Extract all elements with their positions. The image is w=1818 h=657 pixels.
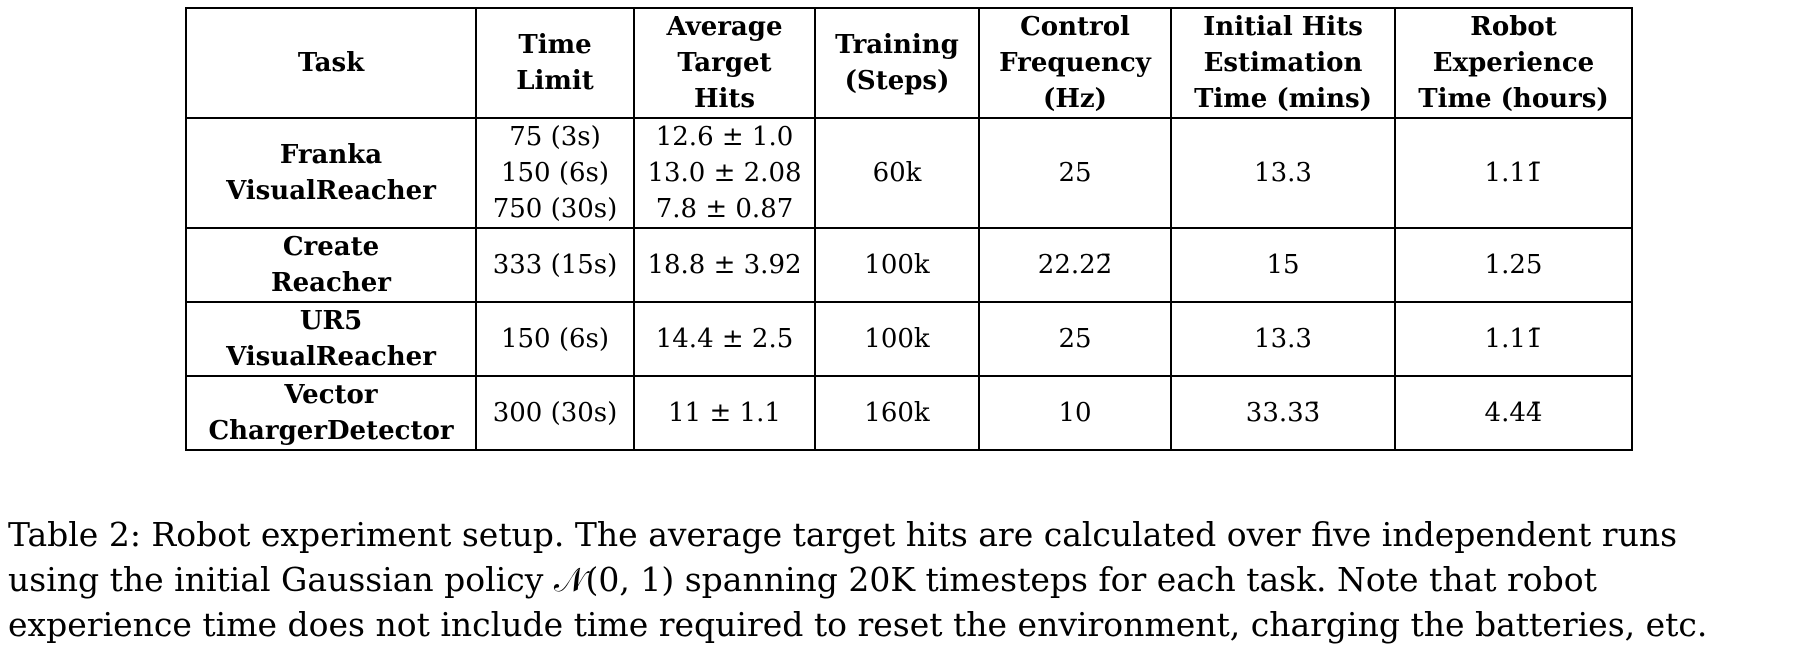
table-row: Franka VisualReacher 75 (3s) 150 (6s) 75… [185, 117, 1633, 229]
task-cell: Franka VisualReacher [185, 117, 477, 229]
caption-line: experience time does not include time re… [8, 605, 1708, 644]
header-row: Task Time Limit Average Target Hits Trai… [185, 7, 1633, 119]
header-training-steps: Training (Steps) [814, 7, 980, 119]
training-steps-cell: 100k [814, 301, 980, 377]
header-time-limit: Time Limit [475, 7, 635, 119]
time-limit-cell: 300 (30s) [475, 375, 635, 451]
initial-hits-estimation-time-cell: 13.3 [1170, 117, 1396, 229]
robot-setup-table: Task Time Limit Average Target Hits Trai… [185, 7, 1633, 451]
header-initial-hits-estimation-time: Initial Hits Estimation Time (mins) [1170, 7, 1396, 119]
robot-experience-time-cell: 1.11̄ [1394, 301, 1633, 377]
time-limit-cell: 75 (3s) 150 (6s) 750 (30s) [475, 117, 635, 229]
control-frequency-cell: 22.22̄ [978, 227, 1172, 303]
table-caption: Table 2: Robot experiment setup. The ave… [8, 512, 1813, 647]
robot-experience-time-cell: 1.25 [1394, 227, 1633, 303]
initial-hits-estimation-time-cell: 33.33̄ [1170, 375, 1396, 451]
table-row: Create Reacher 333 (15s) 18.8 ± 3.92 100… [185, 227, 1633, 303]
header-robot-experience-time: Robot Experience Time (hours) [1394, 7, 1633, 119]
table-row: Vector ChargerDetector 300 (30s) 11 ± 1.… [185, 375, 1633, 451]
average-target-hits-cell: 11 ± 1.1 [633, 375, 816, 451]
control-frequency-cell: 25 [978, 117, 1172, 229]
header-task: Task [185, 7, 477, 119]
robot-experience-time-cell: 1.11̄ [1394, 117, 1633, 229]
task-cell: Vector ChargerDetector [185, 375, 477, 451]
task-cell: Create Reacher [185, 227, 477, 303]
robot-experience-time-cell: 4.44̄ [1394, 375, 1633, 451]
task-cell: UR5 VisualReacher [185, 301, 477, 377]
initial-hits-estimation-time-cell: 15 [1170, 227, 1396, 303]
average-target-hits-cell: 18.8 ± 3.92 [633, 227, 816, 303]
average-target-hits-cell: 14.4 ± 2.5 [633, 301, 816, 377]
training-steps-cell: 100k [814, 227, 980, 303]
caption-line: using the initial Gaussian policy 𝒩(0, 1… [8, 560, 1597, 599]
time-limit-cell: 150 (6s) [475, 301, 635, 377]
caption-line: Table 2: Robot experiment setup. The ave… [8, 515, 1678, 554]
training-steps-cell: 160k [814, 375, 980, 451]
table-row: UR5 VisualReacher 150 (6s) 14.4 ± 2.5 10… [185, 301, 1633, 377]
header-control-frequency: Control Frequency (Hz) [978, 7, 1172, 119]
training-steps-cell: 60k [814, 117, 980, 229]
initial-hits-estimation-time-cell: 13.3 [1170, 301, 1396, 377]
header-average-target-hits: Average Target Hits [633, 7, 816, 119]
time-limit-cell: 333 (15s) [475, 227, 635, 303]
average-target-hits-cell: 12.6 ± 1.0 13.0 ± 2.08 7.8 ± 0.87 [633, 117, 816, 229]
control-frequency-cell: 10 [978, 375, 1172, 451]
control-frequency-cell: 25 [978, 301, 1172, 377]
